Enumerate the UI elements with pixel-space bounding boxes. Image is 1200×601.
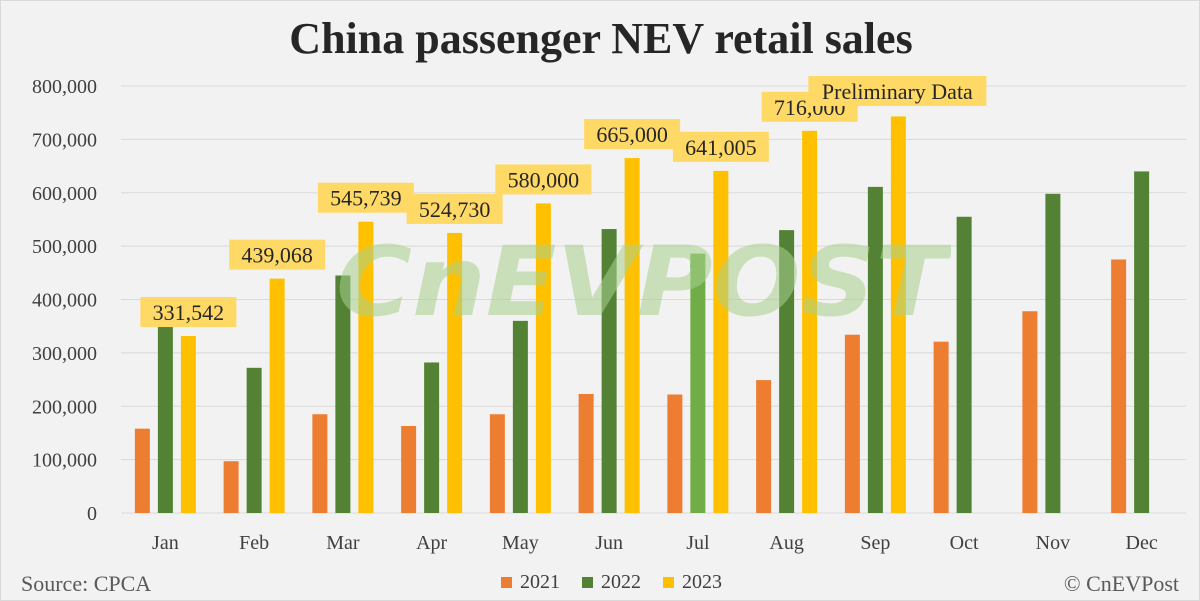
bar-2022-oct <box>956 216 972 514</box>
bar-2021-may <box>489 414 505 513</box>
y-tick-label: 400,000 <box>32 290 97 312</box>
bar-2021-jul <box>667 394 683 513</box>
gridlines <box>121 85 1186 514</box>
x-tick-label: Aug <box>769 532 803 554</box>
y-tick-label: 100,000 <box>32 450 97 472</box>
data-label-box <box>229 239 326 270</box>
data-label-value: 331,542 <box>153 300 225 325</box>
x-tick-label: Apr <box>416 532 447 554</box>
bars <box>134 116 1150 514</box>
legend-swatch-2021 <box>501 577 512 588</box>
x-tick-label: Jan <box>152 532 179 554</box>
bar-2023-mar <box>358 221 374 514</box>
bar-2023-jan <box>180 336 196 513</box>
bar-2021-nov <box>1022 311 1038 513</box>
legend-label-2023: 2023 <box>682 571 722 593</box>
bar-2021-mar <box>312 414 328 513</box>
bar-2021-aug <box>756 380 772 513</box>
x-tick-label: Jul <box>686 532 710 554</box>
bar-2023-apr <box>447 232 463 514</box>
bar-2022-jan <box>157 326 173 513</box>
bar-2022-apr <box>424 362 440 513</box>
y-tick-label: 500,000 <box>32 236 97 258</box>
y-tick-label: 300,000 <box>32 343 97 365</box>
y-tick-label: 600,000 <box>32 183 97 205</box>
data-label-value: 545,739 <box>330 186 402 211</box>
bar-2022-jun <box>601 229 617 514</box>
y-tick-label: 200,000 <box>32 396 97 418</box>
data-label-box <box>140 297 237 328</box>
legend-label-2022: 2022 <box>601 571 641 593</box>
x-tick-label: Feb <box>239 532 269 554</box>
data-label-box <box>495 164 592 195</box>
legend-item-2022: 2022 <box>582 571 641 594</box>
bar-2023-aug <box>802 130 818 513</box>
x-tick-label: Dec <box>1126 532 1158 554</box>
legend-item-2023: 2023 <box>663 571 722 594</box>
legend-swatch-2023 <box>663 577 674 588</box>
data-label-box <box>584 119 681 150</box>
annotation-text: Preliminary Data <box>822 79 973 104</box>
x-tick-label: May <box>502 532 539 554</box>
bar-2021-apr <box>401 425 417 513</box>
data-label-box <box>672 131 769 162</box>
x-tick-label: Mar <box>326 532 360 554</box>
legend-label-2021: 2021 <box>520 571 560 593</box>
legend: 2021 2022 2023 <box>501 571 722 594</box>
copyright-note: © CnEVPost <box>1063 571 1179 596</box>
bar-2022-aug <box>779 230 795 514</box>
x-axis: Jan Feb Mar Apr May Jun Jul Aug Sep Oct Nov Dec <box>152 532 1158 554</box>
bar-2021-oct <box>933 341 949 513</box>
bar-chart: 0 100,000 200,000 300,000 400,000 500,000 600,… <box>32 76 1186 554</box>
data-label-2023-apr: 524,730 <box>406 193 503 224</box>
source-note: Source: CPCA <box>21 571 152 596</box>
x-tick-label: Nov <box>1036 532 1070 554</box>
y-tick-label: 800,000 <box>32 76 97 98</box>
chart-title: China passenger NEV retail sales <box>289 14 913 63</box>
legend-item-2021: 2021 <box>501 571 560 594</box>
data-label-2023-jun: 665,000 <box>584 119 681 150</box>
data-label-2023-may: 580,000 <box>495 164 592 195</box>
data-label-2023-jan: 331,542 <box>140 297 237 328</box>
y-tick-label: 700,000 <box>32 129 97 151</box>
data-label-box <box>406 193 503 224</box>
data-label-value: 580,000 <box>508 167 580 192</box>
bar-2021-jun <box>578 393 594 513</box>
bar-2021-dec <box>1111 259 1127 513</box>
bar-2022-mar <box>335 275 351 513</box>
data-label-box <box>317 182 414 213</box>
bar-2023-feb <box>269 278 285 513</box>
bar-2022-may <box>512 320 528 513</box>
bar-2022-dec <box>1134 171 1150 513</box>
bar-2023-sep <box>890 116 906 513</box>
data-label-2023-mar: 545,739 <box>317 182 414 213</box>
bar-2021-sep <box>844 334 860 513</box>
x-tick-label: Oct <box>950 532 979 554</box>
data-label-value: 641,005 <box>685 135 757 160</box>
data-labels: 331,542 439,068 545,739 524,730 580,000 665,0… <box>140 76 987 328</box>
bar-2023-jun <box>624 158 640 513</box>
y-tick-label: 0 <box>87 503 97 525</box>
bar-2022-feb <box>246 367 262 513</box>
bar-2021-jan <box>134 428 150 513</box>
x-tick-label: Sep <box>860 532 890 554</box>
data-label-2023-feb: 439,068 <box>229 239 326 270</box>
x-tick-label: Jun <box>595 532 623 554</box>
data-label-2023-jul: 641,005 <box>672 131 769 162</box>
annotation-box <box>808 76 987 106</box>
bar-2022-sep <box>867 186 883 513</box>
legend-swatch-2022 <box>582 577 593 588</box>
data-label-value: 665,000 <box>596 122 668 147</box>
bar-2023-jul <box>713 170 729 513</box>
data-label-value: 524,730 <box>419 197 491 222</box>
data-label-value: 439,068 <box>241 243 313 268</box>
bar-2022-jul <box>690 253 706 513</box>
bar-2023-may <box>535 203 551 514</box>
annotation-preliminary: Preliminary Data <box>808 76 987 106</box>
y-axis: 0 100,000 200,000 300,000 400,000 500,000 600,… <box>32 76 97 525</box>
bar-2021-feb <box>223 461 239 513</box>
bar-2022-nov <box>1045 193 1061 513</box>
